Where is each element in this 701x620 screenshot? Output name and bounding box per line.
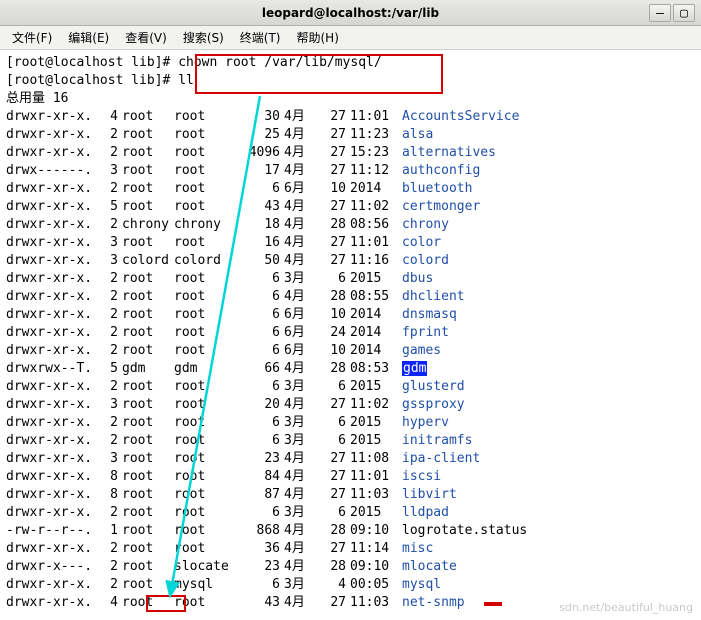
list-row: -rw-r--r--.1rootroot8684月2809:10logrotat…: [6, 522, 695, 540]
watermark: sdn.net/beautiful_huang: [559, 601, 693, 614]
list-row: drwxr-xr-x.2rootroot66月102014games: [6, 342, 695, 360]
menu-bar: 文件(F) 编辑(E) 查看(V) 搜索(S) 终端(T) 帮助(H): [0, 26, 701, 50]
menu-file[interactable]: 文件(F): [4, 27, 60, 48]
menu-view[interactable]: 查看(V): [117, 27, 175, 48]
list-row: drwxrwx--T.5gdmgdm664月2808:53gdm: [6, 360, 695, 378]
list-row: drwxr-xr-x.2rootroot64月2808:55dhclient: [6, 288, 695, 306]
list-row: drwxr-xr-x.3rootroot234月2711:08ipa-clien…: [6, 450, 695, 468]
list-row: drwxr-xr-x.2rootroot63月62015lldpad: [6, 504, 695, 522]
list-row: drwxr-xr-x.2rootmysql63月400:05mysql: [6, 576, 695, 594]
terminal-output[interactable]: [root@localhost lib]# chown root /var/li…: [0, 50, 701, 616]
menu-terminal[interactable]: 终端(T): [232, 27, 289, 48]
list-row: drwxr-xr-x.2rootroot63月62015hyperv: [6, 414, 695, 432]
list-row: drwxr-xr-x.2rootroot63月62015glusterd: [6, 378, 695, 396]
list-row: drwxr-xr-x.3colordcolord504月2711:16color…: [6, 252, 695, 270]
maximize-button[interactable]: ▢: [673, 4, 695, 22]
list-row: drwxr-xr-x.8rootroot874月2711:03libvirt: [6, 486, 695, 504]
list-row: drwxr-xr-x.8rootroot844月2711:01iscsi: [6, 468, 695, 486]
list-row: drwxr-x---.2rootslocate234月2809:10mlocat…: [6, 558, 695, 576]
list-row: drwxr-xr-x.5rootroot434月2711:02certmonge…: [6, 198, 695, 216]
list-row: drwxr-xr-x.2rootroot40964月2715:23alterna…: [6, 144, 695, 162]
list-row: drwxr-xr-x.2rootroot63月62015initramfs: [6, 432, 695, 450]
title-bar: leopard@localhost:/var/lib – ▢: [0, 0, 701, 26]
list-row: drwxr-xr-x.4rootroot304月2711:01AccountsS…: [6, 108, 695, 126]
list-row: drwxr-xr-x.2rootroot66月102014dnsmasq: [6, 306, 695, 324]
list-row: drwxr-xr-x.2rootroot63月62015dbus: [6, 270, 695, 288]
list-row: drwxr-xr-x.2rootroot254月2711:23alsa: [6, 126, 695, 144]
annotation-red-dash: [484, 602, 502, 606]
list-row: drwxr-xr-x.2rootroot364月2711:14misc: [6, 540, 695, 558]
list-row: drwxr-xr-x.2rootroot66月242014fprint: [6, 324, 695, 342]
list-row: drwxr-xr-x.2rootroot66月102014bluetooth: [6, 180, 695, 198]
window-title: leopard@localhost:/var/lib: [262, 6, 439, 20]
list-row: drwxr-xr-x.3rootroot204月2711:02gssproxy: [6, 396, 695, 414]
list-row: drwxr-xr-x.3rootroot164月2711:01color: [6, 234, 695, 252]
menu-search[interactable]: 搜索(S): [175, 27, 232, 48]
list-row: drwxr-xr-x.2chronychrony184月2808:56chron…: [6, 216, 695, 234]
list-row: drwx------.3rootroot174月2711:12authconfi…: [6, 162, 695, 180]
menu-edit[interactable]: 编辑(E): [60, 27, 117, 48]
minimize-button[interactable]: –: [649, 4, 671, 22]
menu-help[interactable]: 帮助(H): [289, 27, 347, 48]
